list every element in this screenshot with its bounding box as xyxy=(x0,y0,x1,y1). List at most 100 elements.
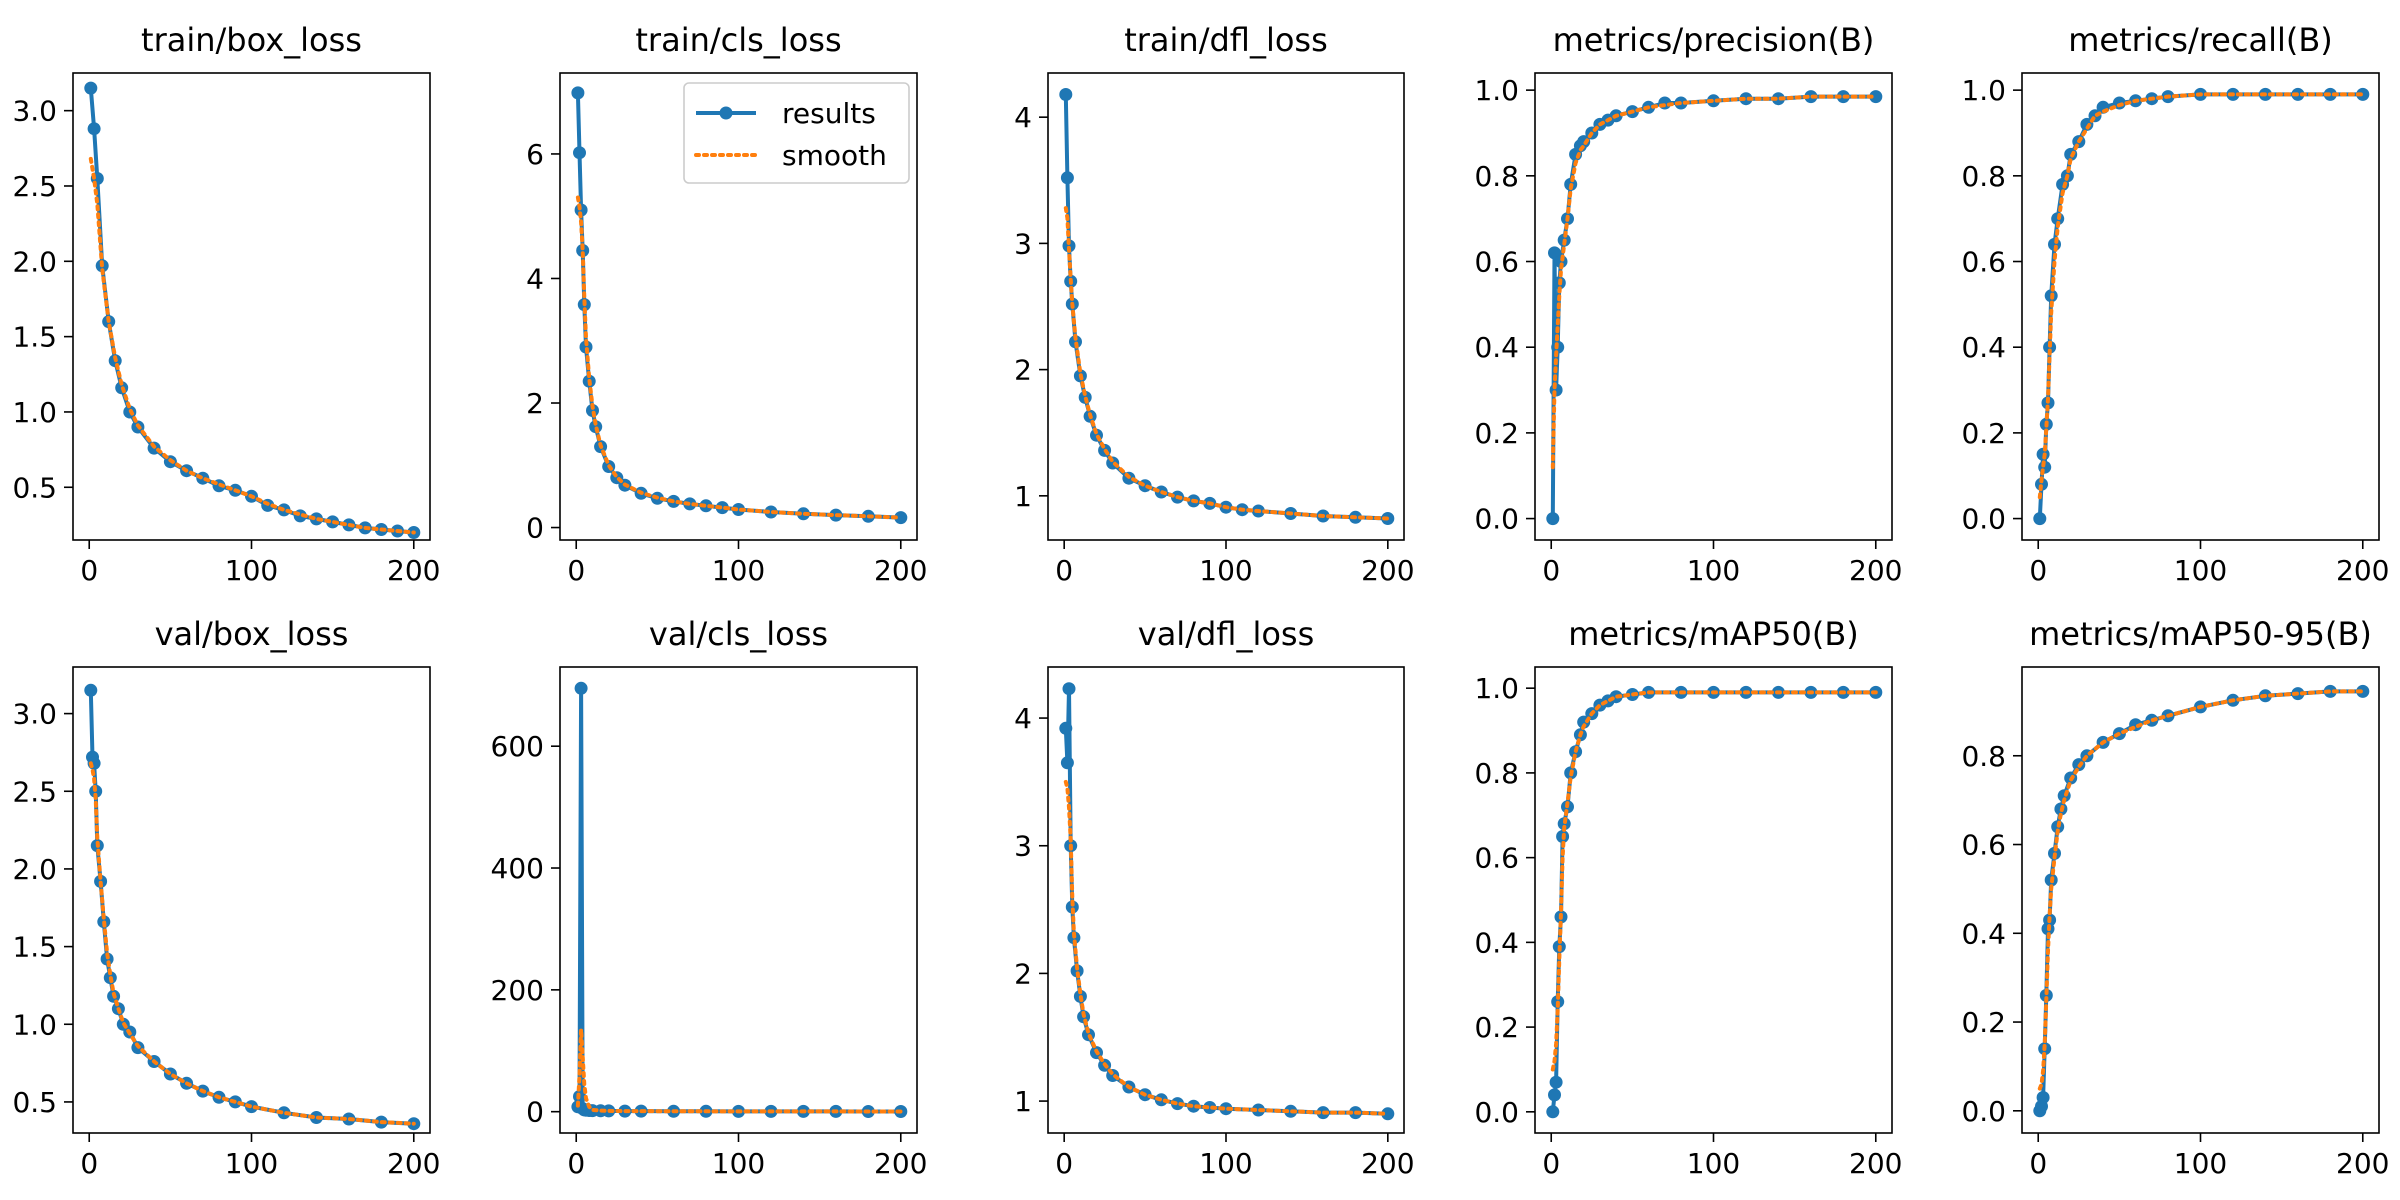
y-tick-label: 1.0 xyxy=(1474,672,1519,705)
x-tick-label: 100 xyxy=(1687,554,1740,587)
axes-frame xyxy=(559,666,918,1134)
y-tick-label: 2.0 xyxy=(12,853,57,886)
data-point-results xyxy=(1059,721,1073,735)
chart-panel-8: val/dfl_loss 0 100 200 1 2 3 4 xyxy=(1014,615,1414,1180)
y-tick-label: 1 xyxy=(1014,480,1032,513)
x-tick-label: 200 xyxy=(2336,1147,2389,1180)
x-tick-label: 100 xyxy=(2174,1147,2227,1180)
y-tick-label: 0.0 xyxy=(1474,1096,1519,1129)
data-point-results xyxy=(1062,239,1076,253)
series-line-results xyxy=(88,87,414,535)
series-line-smooth xyxy=(88,761,416,1126)
y-tick-label: 4 xyxy=(1014,702,1032,735)
y-tick-label: 1.5 xyxy=(12,321,57,354)
y-tick-label: 6 xyxy=(526,138,544,171)
y-tick-label: 0.5 xyxy=(12,471,57,504)
y-tick-label: 0.6 xyxy=(1474,842,1519,875)
y-tick-label: 0.2 xyxy=(1474,1011,1519,1044)
y-tick-label: 0.2 xyxy=(1961,417,2006,450)
series-line-results xyxy=(88,690,414,1126)
x-tick-label: 0 xyxy=(567,1147,585,1180)
data-point-results xyxy=(1219,1102,1233,1116)
x-tick-label: 100 xyxy=(712,554,765,587)
data-point-results xyxy=(1060,171,1074,185)
data-point-results xyxy=(1381,1107,1395,1121)
data-point-results xyxy=(576,244,590,257)
axes-frame xyxy=(2021,666,2380,1134)
y-tick-label: 0.0 xyxy=(1961,503,2006,536)
plot-area xyxy=(84,683,421,1131)
y-tick-label: 3 xyxy=(1014,227,1032,260)
y-tick-label: 1 xyxy=(1014,1085,1032,1118)
x-tick-label: 0 xyxy=(1542,1147,1560,1180)
plot-area xyxy=(1059,682,1395,1121)
x-tick-label: 200 xyxy=(387,1147,440,1180)
y-tick-label: 0.0 xyxy=(1474,503,1519,536)
series-line-smooth xyxy=(88,156,416,535)
data-point-results xyxy=(1546,512,1560,526)
plot-area xyxy=(2033,87,2370,526)
x-tick-label: 0 xyxy=(1542,554,1560,587)
data-point-results xyxy=(2036,1091,2050,1104)
data-point-results xyxy=(87,122,101,136)
x-tick-label: 100 xyxy=(1199,1147,1252,1180)
data-point-results xyxy=(1548,1088,1561,1102)
y-tick-label: 2.5 xyxy=(12,170,57,203)
panel-title: metrics/mAP50-95(B) xyxy=(2029,615,2372,653)
axes-frame xyxy=(72,666,431,1134)
y-tick-label: 2 xyxy=(1014,957,1032,990)
data-point-results xyxy=(1171,1097,1184,1111)
y-tick-label: 4 xyxy=(526,262,544,295)
x-tick-label: 200 xyxy=(874,1147,927,1180)
x-tick-label: 0 xyxy=(2029,1147,2047,1180)
y-tick-label: 0.5 xyxy=(12,1086,57,1119)
plot-area xyxy=(571,681,908,1118)
plot-area xyxy=(1546,685,1883,1119)
y-tick-label: 0.8 xyxy=(1961,160,2006,193)
data-point-results xyxy=(1070,964,1084,978)
plot-area xyxy=(1546,90,1883,526)
panel-title: train/dfl_loss xyxy=(1124,21,1328,59)
panel-title: val/dfl_loss xyxy=(1138,615,1315,653)
data-point-results xyxy=(2039,988,2053,1002)
panel-title: metrics/recall(B) xyxy=(2068,21,2333,59)
x-tick-label: 0 xyxy=(2029,554,2047,587)
data-point-results xyxy=(1187,1099,1201,1113)
plot-area xyxy=(2033,684,2370,1118)
chart-panel-4: metrics/precision(B) 0 100 200 0.0 0.2 0.4 0.6 0… xyxy=(1474,21,1902,587)
data-point-results xyxy=(1062,682,1076,696)
panel-title: train/box_loss xyxy=(141,21,362,59)
y-tick-label: 3.0 xyxy=(12,95,57,128)
x-tick-label: 200 xyxy=(1849,1147,1902,1180)
chart-panel-9: metrics/mAP50(B) 0 100 200 0.0 0.2 0.4 0.6 0.8 1.… xyxy=(1474,615,1902,1180)
y-tick-label: 1.0 xyxy=(12,396,57,429)
y-tick-label: 0.6 xyxy=(1961,829,2006,862)
data-point-results xyxy=(1869,90,1883,104)
series-line-smooth xyxy=(2037,689,2365,1091)
series-line-results xyxy=(1063,94,1388,521)
chart-panel-10: metrics/mAP50-95(B) 0 100 200 0.0 0.2 0.4 0.6 0.… xyxy=(1961,615,2389,1180)
data-point-results xyxy=(715,501,729,515)
y-tick-label: 200 xyxy=(491,974,544,1007)
x-tick-label: 100 xyxy=(225,554,278,587)
data-point-results xyxy=(1549,1075,1563,1089)
data-point-results xyxy=(2033,512,2047,526)
x-tick-label: 0 xyxy=(80,1147,98,1180)
legend: results smooth xyxy=(683,82,910,184)
data-point-results xyxy=(1065,900,1079,914)
series-line-smooth xyxy=(575,1029,903,1114)
series-line-smooth xyxy=(1063,206,1390,521)
chart-panel-2: train/cls_loss 0 100 200 0 2 4 6 xyxy=(526,21,927,587)
plot-area xyxy=(1059,88,1395,525)
legend-box xyxy=(683,82,910,184)
plot-area xyxy=(571,86,908,525)
chart-panel-3: train/dfl_loss 0 100 200 1 2 3 4 xyxy=(1014,21,1414,587)
y-tick-label: 2 xyxy=(526,387,544,420)
y-tick-label: 400 xyxy=(491,852,544,885)
panel-title: val/cls_loss xyxy=(649,615,828,653)
y-tick-label: 2.5 xyxy=(12,775,57,808)
series-line-results xyxy=(1550,690,1876,1113)
y-tick-label: 0.4 xyxy=(1961,917,2006,950)
x-tick-label: 100 xyxy=(2174,554,2227,587)
data-point-results xyxy=(1060,756,1074,770)
